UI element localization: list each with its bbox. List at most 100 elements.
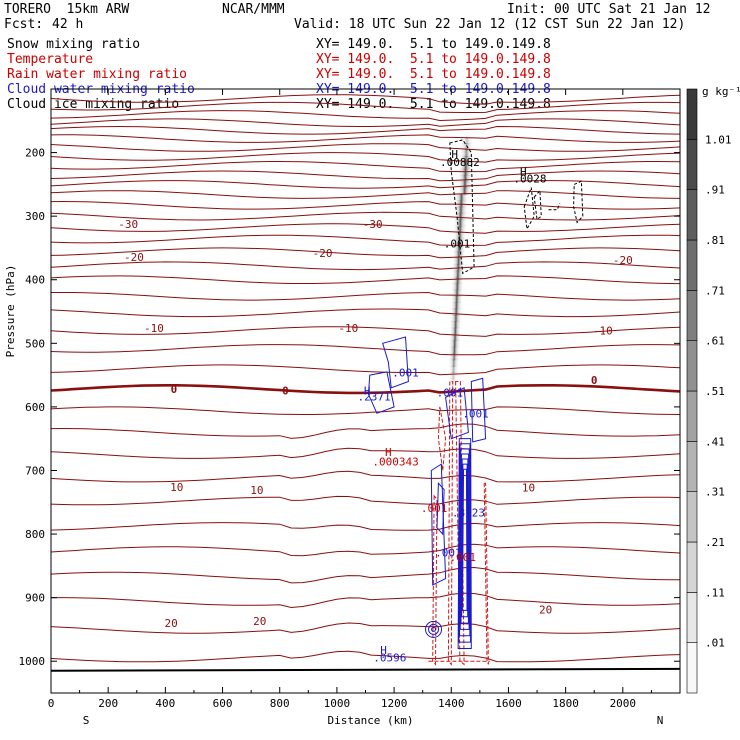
snow-shading-segment [447, 365, 460, 374]
isotherm-line [50, 364, 681, 376]
snow-shading-segment [450, 301, 463, 310]
isotherm-label: -20 [613, 254, 633, 267]
isotherm-line [50, 125, 681, 135]
x-axis-label: Distance (km) [327, 714, 413, 727]
colorbar-tick-label: .11 [705, 586, 725, 599]
legend-entry-xy: XY= 149.0. 5.1 to 149.0.149.8 [316, 52, 551, 67]
contour-annotation: .0596 [373, 651, 406, 664]
cloud-ice-contour [548, 203, 561, 211]
contour-annotation: .001 [444, 237, 471, 250]
isotherm-line [50, 247, 681, 259]
isotherm-line [50, 470, 681, 483]
snow-shading-segment [458, 155, 474, 164]
snow-shading-segment [459, 136, 475, 145]
isotherm-label: 10 [170, 481, 183, 494]
snow-shading-segment [453, 206, 469, 215]
isotherm-line [50, 134, 681, 143]
snow-shading-segment [450, 282, 464, 291]
cloud-water-cell [428, 623, 440, 635]
isotherm-label: 10 [250, 484, 263, 497]
isotherm-label: -20 [124, 251, 144, 264]
y-tick-label: 900 [25, 592, 45, 605]
isotherm-line [50, 423, 681, 439]
cloud-ice-contour [533, 189, 542, 221]
contour-annotation: .00882 [440, 156, 480, 169]
rain-water-contour [447, 381, 454, 666]
cloud-water-core-contour [458, 443, 472, 643]
y-tick-label: 200 [25, 147, 45, 160]
snow-shading-segment [457, 174, 473, 183]
cloud-water-core-contour [460, 458, 469, 624]
snow-shading-segment [448, 352, 461, 361]
cloud-ice-contour [523, 187, 535, 231]
cloud-water-core-contour [457, 438, 472, 649]
isotherm-line [50, 180, 681, 189]
colorbar-tick-label: .01 [705, 637, 725, 650]
colorbar-tick-label: .51 [705, 385, 725, 398]
contour-annotation: .001 [435, 546, 462, 559]
snow-shading-segment [451, 251, 466, 259]
isotherm-line [50, 566, 680, 584]
isotherm-line [50, 161, 681, 173]
colorbar-tick-label: .91 [705, 184, 725, 197]
isotherm-line [50, 143, 681, 152]
snow-shading-segment [449, 321, 462, 329]
legend-entry-xy: XY= 149.0. 5.1 to 149.0.149.8 [316, 67, 551, 82]
isotherm-line [50, 406, 681, 415]
contour-annotation: .001 [437, 386, 464, 399]
isotherm-label: -20 [313, 247, 333, 260]
isotherm-line [50, 223, 681, 234]
contour-annotation: .2371 [358, 391, 391, 404]
isotherm-label: 0 [171, 383, 178, 396]
snow-shading-segment [449, 314, 463, 323]
rain-water-contour [437, 406, 447, 471]
isotherm-line [50, 101, 681, 113]
x-tick-label: 0 [48, 697, 55, 710]
snow-shading-segment [458, 143, 475, 151]
contour-annotation: H [451, 148, 458, 161]
isotherm-line [50, 211, 681, 221]
colorbar-segment [686, 592, 698, 643]
y-tick-label: 400 [25, 274, 45, 287]
y-tick-label: 800 [25, 528, 45, 541]
snow-shading-segment [453, 212, 468, 221]
isotherm-label: 0 [282, 384, 289, 397]
colorbar-segment [686, 139, 698, 190]
isotherm-line [50, 650, 681, 663]
y-tick-label: 600 [25, 401, 45, 414]
contour-annotation: H [380, 644, 387, 657]
colorbar-segment [686, 290, 698, 341]
isotherm-label: -30 [118, 218, 138, 231]
isotherm-zero-line [50, 384, 681, 395]
init-time: Init: 00 UTC Sat 21 Jan 12 [507, 2, 711, 17]
colorbar-tick-label: .81 [705, 234, 725, 247]
contour-annotation: .000343 [372, 456, 418, 469]
north-label: N [657, 714, 664, 727]
cloud-ice-contour [449, 139, 475, 275]
snow-shading-segment [451, 270, 465, 278]
y-tick-label: 700 [25, 464, 45, 477]
isotherm-line [50, 495, 681, 506]
isotherm-label: -10 [338, 322, 358, 335]
x-tick-label: 200 [98, 697, 118, 710]
isotherm-line [50, 592, 681, 609]
cloud-water-contour [470, 377, 487, 443]
contour-annotation: .001 [449, 551, 476, 564]
snow-shading-segment [454, 193, 469, 202]
snow-shading-segment [458, 162, 474, 170]
snow-shading-segment [449, 327, 462, 335]
forecast-label: Fcst: [4, 17, 44, 32]
y-axis-label: Pressure (hPa) [4, 265, 17, 358]
colorbar-unit-label: g kg⁻¹ [702, 85, 740, 98]
isotherm-label: 10 [522, 482, 535, 495]
valid-time: Valid: 18 UTC Sun 22 Jan 12 (12 CST Sun … [294, 17, 686, 32]
x-tick-label: 1800 [552, 697, 579, 710]
contour-annotation: H [364, 384, 371, 397]
isotherm-line [50, 326, 681, 337]
colorbar-segment [686, 88, 698, 140]
x-tick-label: 1400 [438, 697, 465, 710]
cloud-water-core-contour [459, 448, 471, 637]
contour-annotation: .8123 [452, 506, 485, 519]
snow-shading-segment [457, 187, 473, 196]
